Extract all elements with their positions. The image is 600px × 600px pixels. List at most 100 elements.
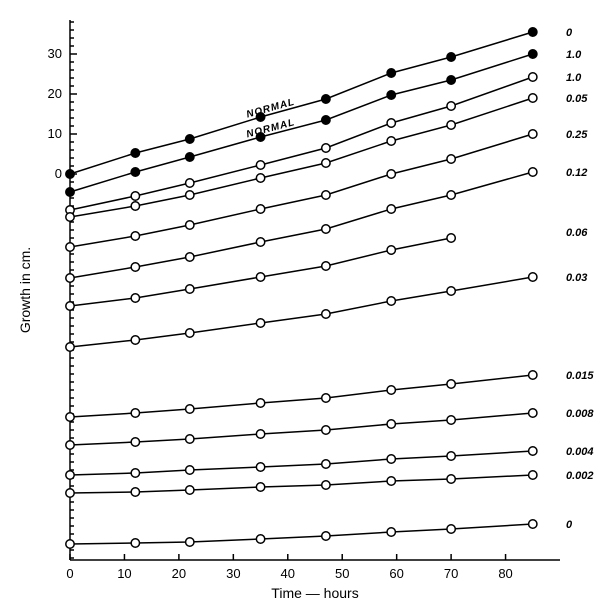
data-marker xyxy=(66,274,74,282)
data-marker xyxy=(66,413,74,421)
data-marker xyxy=(387,119,395,127)
data-marker xyxy=(529,471,537,479)
data-marker xyxy=(186,153,194,161)
data-marker xyxy=(66,343,74,351)
data-marker xyxy=(66,471,74,479)
series-line xyxy=(70,172,533,278)
data-marker xyxy=(256,161,264,169)
data-marker xyxy=(186,285,194,293)
data-marker xyxy=(256,399,264,407)
normal-annotation: NORMAL xyxy=(245,97,296,121)
series-end-label: 0.05 xyxy=(566,93,588,105)
data-marker xyxy=(186,179,194,187)
data-marker xyxy=(66,302,74,310)
data-marker xyxy=(447,102,455,110)
data-marker xyxy=(529,371,537,379)
series-end-label: 0 xyxy=(566,519,573,531)
data-marker xyxy=(131,149,139,157)
data-marker xyxy=(447,416,455,424)
series-end-label: 0.06 xyxy=(566,227,588,239)
data-marker xyxy=(131,469,139,477)
data-marker xyxy=(186,329,194,337)
data-marker xyxy=(322,95,330,103)
x-tick-label: 50 xyxy=(335,566,349,581)
data-marker xyxy=(322,532,330,540)
x-axis-label: Time — hours xyxy=(271,585,358,600)
y-axis-label: Growth in cm. xyxy=(17,247,33,333)
series-end-label: 0.008 xyxy=(566,408,594,420)
x-tick-label: 20 xyxy=(172,566,186,581)
data-marker xyxy=(186,486,194,494)
data-marker xyxy=(322,116,330,124)
y-tick-label: 10 xyxy=(48,126,62,141)
x-tick-label: 0 xyxy=(66,566,73,581)
data-marker xyxy=(322,460,330,468)
data-marker xyxy=(529,520,537,528)
x-tick-label: 10 xyxy=(117,566,131,581)
data-marker xyxy=(529,94,537,102)
data-marker xyxy=(387,528,395,536)
data-marker xyxy=(387,455,395,463)
y-tick-label: 20 xyxy=(48,86,62,101)
data-marker xyxy=(322,262,330,270)
series-end-label: 1.0 xyxy=(566,72,582,84)
data-marker xyxy=(387,420,395,428)
data-marker xyxy=(186,253,194,261)
x-tick-label: 40 xyxy=(281,566,295,581)
data-marker xyxy=(256,483,264,491)
x-tick-label: 60 xyxy=(389,566,403,581)
data-marker xyxy=(447,53,455,61)
data-marker xyxy=(186,405,194,413)
series-end-label: 0.015 xyxy=(566,370,594,382)
data-marker xyxy=(529,28,537,36)
data-marker xyxy=(529,273,537,281)
data-marker xyxy=(322,394,330,402)
data-marker xyxy=(256,238,264,246)
series-end-label: 0.03 xyxy=(566,272,587,284)
data-marker xyxy=(66,441,74,449)
x-tick-label: 70 xyxy=(444,566,458,581)
data-marker xyxy=(186,466,194,474)
data-marker xyxy=(256,319,264,327)
data-marker xyxy=(322,481,330,489)
data-marker xyxy=(447,121,455,129)
data-marker xyxy=(256,463,264,471)
data-marker xyxy=(322,310,330,318)
data-marker xyxy=(256,174,264,182)
data-marker xyxy=(387,69,395,77)
data-marker xyxy=(529,447,537,455)
data-marker xyxy=(529,50,537,58)
data-marker xyxy=(447,475,455,483)
data-marker xyxy=(322,426,330,434)
data-marker xyxy=(447,191,455,199)
data-marker xyxy=(131,294,139,302)
growth-chart: 0 10 20 30 40 50 60 70 80 Time — hours 30 20 10 0 Grow… xyxy=(0,0,600,600)
data-marker xyxy=(256,535,264,543)
series-line xyxy=(70,98,533,217)
data-marker xyxy=(529,130,537,138)
data-marker xyxy=(131,232,139,240)
series-end-label: 0 xyxy=(566,27,573,39)
data-marker xyxy=(256,430,264,438)
data-marker xyxy=(387,205,395,213)
series-end-label: 0.002 xyxy=(566,470,594,482)
data-marker xyxy=(387,91,395,99)
data-marker xyxy=(387,246,395,254)
x-tick-label: 80 xyxy=(498,566,512,581)
data-marker xyxy=(447,525,455,533)
chart-svg: 0 10 20 30 40 50 60 70 80 Time — hours 30 20 10 0 Grow… xyxy=(0,0,600,600)
series-end-label: 1.0 xyxy=(566,49,582,61)
data-marker xyxy=(66,489,74,497)
data-marker xyxy=(186,135,194,143)
data-marker xyxy=(256,205,264,213)
data-marker xyxy=(131,192,139,200)
data-marker xyxy=(447,452,455,460)
y-tick-label: 0 xyxy=(55,166,62,181)
data-marker xyxy=(131,438,139,446)
data-marker xyxy=(186,435,194,443)
data-marker xyxy=(131,202,139,210)
data-marker xyxy=(131,539,139,547)
x-tick-label: 30 xyxy=(226,566,240,581)
y-tick-label: 30 xyxy=(48,46,62,61)
data-marker xyxy=(387,297,395,305)
